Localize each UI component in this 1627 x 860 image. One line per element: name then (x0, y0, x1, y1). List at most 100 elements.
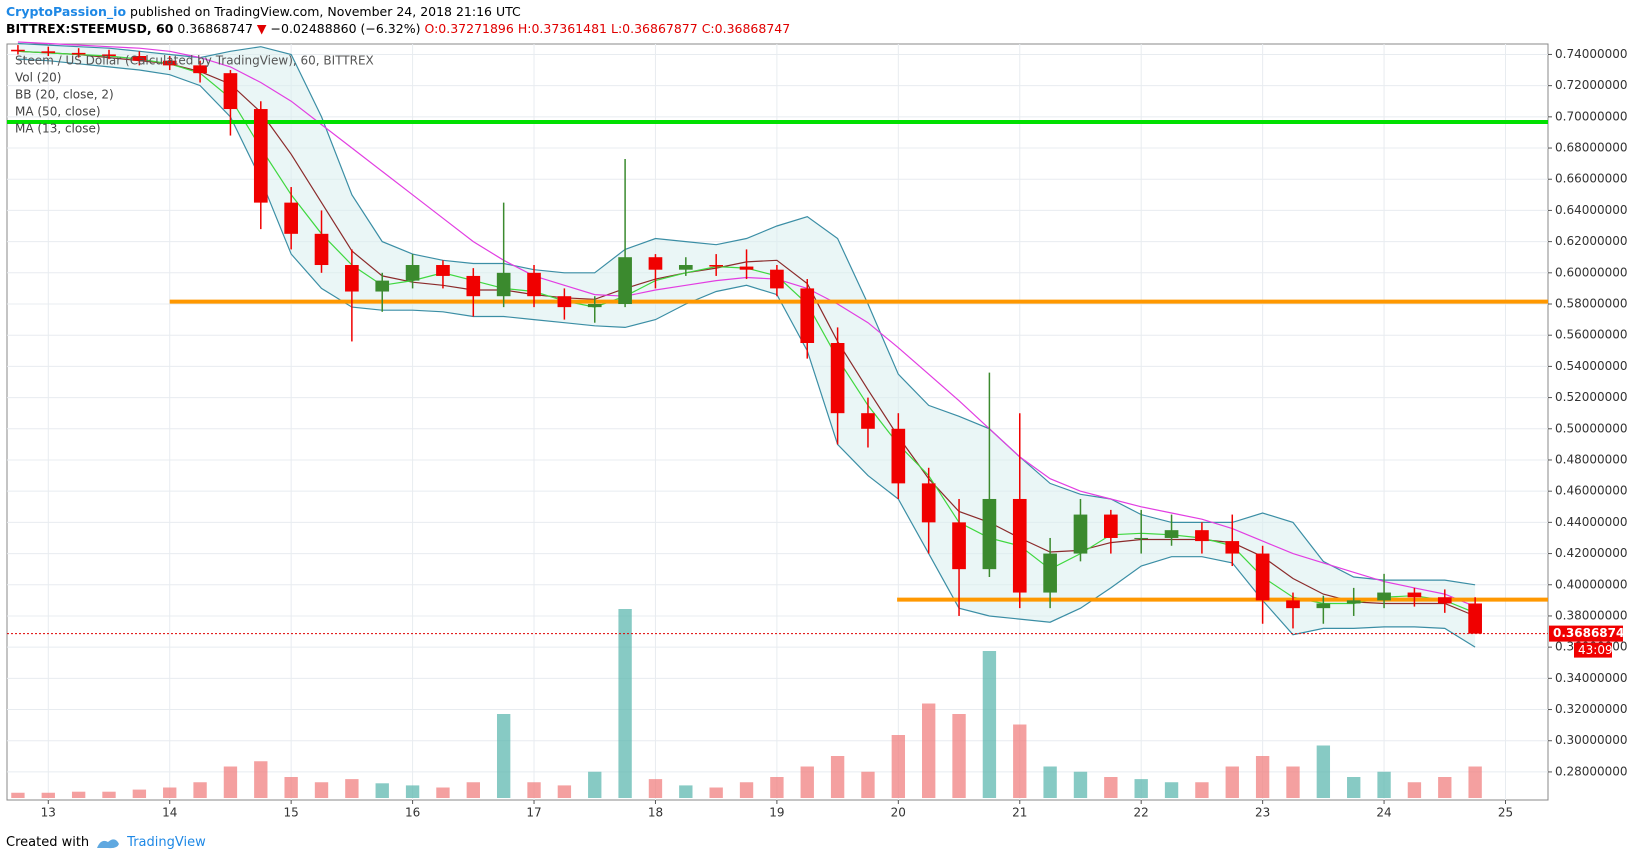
volume-bar (1316, 745, 1331, 798)
volume-bar (830, 756, 845, 798)
bb-fill (17, 43, 1476, 648)
countdown: 43:09 (1578, 643, 1613, 657)
candle-body (436, 265, 450, 276)
chart: 0.28000000 0.30000000 0.32000000 0.34000000… (6, 41, 1627, 820)
candle-body (1104, 514, 1118, 538)
candle-body (527, 272, 541, 297)
symbol: BITTREX:STEEMUSD, 60 (6, 21, 174, 36)
ohlc-low: L:0.36867877 (610, 21, 698, 36)
candle-body (861, 413, 875, 429)
volume-bar (466, 782, 480, 798)
x-tick-label: 18 (648, 806, 663, 820)
countdown-box (1574, 642, 1612, 658)
volume-bar (41, 792, 55, 798)
candle-body (132, 56, 147, 61)
change: −0.02488860 (−6.32%) (270, 21, 421, 36)
candle-body (41, 51, 56, 53)
volume-bar (1407, 782, 1422, 798)
legend-entry: Vol (20) (15, 71, 61, 85)
volume-bar (557, 785, 572, 798)
brand[interactable]: TradingView (127, 835, 206, 850)
last-price-label: 0.36868747 (1553, 626, 1627, 640)
candle-body (466, 275, 481, 297)
y-tick-label: 0.40000000 (1555, 577, 1627, 591)
candle-body (800, 288, 815, 343)
ohlc-close: C:0.36868747 (701, 21, 791, 36)
volume-bar (861, 771, 875, 798)
y-tick-label: 0.70000000 (1555, 109, 1627, 123)
candle-body (709, 265, 724, 267)
y-tick-label: 0.46000000 (1555, 484, 1627, 498)
candle-body (1043, 553, 1057, 593)
y-tick-label: 0.72000000 (1555, 78, 1627, 92)
last-price-box (1549, 625, 1623, 642)
candle-body (1316, 603, 1331, 609)
x-tick-label: 17 (526, 806, 541, 820)
footer: Created with TradingView (6, 835, 206, 850)
symbol-line: BITTREX:STEEMUSD, 60 0.36868747 ▼ −0.024… (6, 21, 790, 36)
x-tick-label: 19 (769, 806, 784, 820)
plot-frame (6, 43, 1549, 801)
candle-body (1255, 553, 1270, 601)
x-tick-label: 15 (284, 806, 299, 820)
y-tick-label: 0.50000000 (1555, 421, 1627, 435)
candle-body (284, 202, 298, 234)
volume-bar (1073, 771, 1088, 798)
volume-bar (922, 703, 936, 798)
ohlc-high: H:0.37361481 (517, 21, 607, 36)
volume-bar (648, 779, 663, 798)
logo (97, 838, 120, 848)
candle-body (496, 272, 511, 297)
candle-body (1195, 530, 1209, 542)
volume-bar (163, 787, 177, 798)
y-tick-label: 0.38000000 (1555, 608, 1627, 622)
candle-body (223, 73, 238, 110)
x-tick-label: 16 (405, 806, 420, 820)
candle-body (345, 265, 359, 292)
candle-body (253, 109, 268, 203)
volume-bar (1286, 766, 1300, 798)
candle-body (1286, 600, 1300, 609)
volume-bar (1164, 782, 1179, 798)
candle-body (1377, 592, 1391, 601)
volume-bar (1195, 782, 1209, 798)
x-tick-label: 21 (1012, 806, 1027, 820)
volume-bar (254, 761, 268, 798)
volume-bar (527, 782, 541, 798)
volume-bar (345, 779, 359, 798)
volume-bar (800, 766, 814, 798)
volume-bar (770, 777, 784, 798)
candle-body (678, 265, 693, 270)
volume-bar (739, 782, 754, 798)
candle-body (982, 498, 997, 570)
candle-body (891, 428, 906, 484)
volume-bar (679, 785, 693, 798)
volume-bar (1225, 766, 1239, 798)
y-tick-label: 0.54000000 (1555, 359, 1627, 373)
volume-bar (1438, 777, 1452, 798)
candle-body (314, 233, 329, 266)
volume-bar (1255, 756, 1270, 798)
publisher[interactable]: CryptoPassion_io (6, 4, 127, 19)
x-tick-label: 20 (891, 806, 906, 820)
candle-body (102, 54, 116, 57)
volume-bar (1468, 766, 1482, 798)
candle-body (1134, 537, 1149, 539)
y-tick-label: 0.60000000 (1555, 265, 1627, 279)
volume-bar (1013, 724, 1027, 798)
candle-body (71, 52, 86, 55)
x-tick-label: 25 (1498, 806, 1513, 820)
candle-body (557, 296, 572, 308)
volume-bar (496, 714, 511, 798)
y-tick-label: 0.58000000 (1555, 297, 1627, 311)
y-tick-label: 0.66000000 (1555, 172, 1627, 186)
y-tick-label: 0.48000000 (1555, 452, 1627, 466)
x-tick-label: 14 (162, 806, 177, 820)
volume-bar (1104, 777, 1118, 798)
volume-bar (375, 783, 389, 798)
y-tick-label: 0.64000000 (1555, 203, 1627, 217)
volume-bar (1043, 766, 1057, 798)
candle-body (1073, 514, 1088, 554)
publish-line: CryptoPassion_io published on TradingVie… (6, 4, 521, 19)
